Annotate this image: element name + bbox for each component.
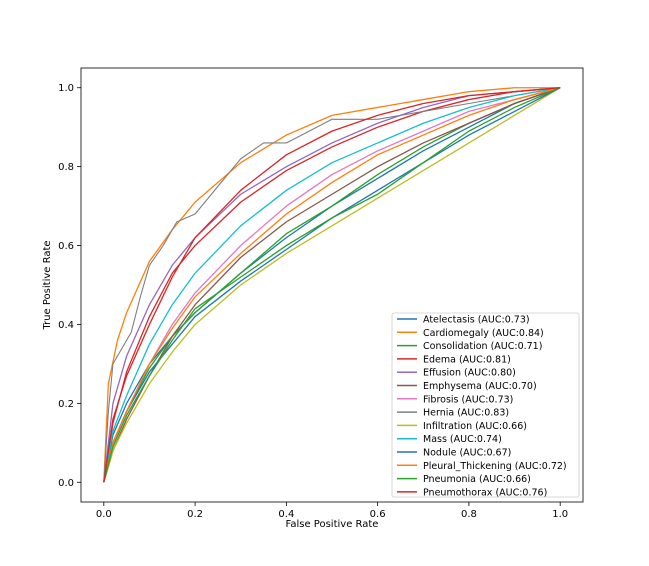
series-line-hernia [103, 87, 561, 483]
legend-label: Edema (AUC:0.81) [423, 354, 511, 365]
series-line-cardiomegaly [103, 87, 561, 483]
y-axis-title: True Positive Rate [42, 240, 53, 330]
series-line-pneumonia [103, 87, 561, 483]
series-line-infiltration [103, 87, 561, 483]
y-tick-label: 0.6 [58, 241, 74, 252]
y-tick-label: 0.2 [58, 399, 74, 410]
legend-label: Nodule (AUC:0.67) [423, 448, 511, 459]
legend-label: Consolidation (AUC:0.71) [423, 341, 542, 352]
series-line-emphysema [103, 87, 561, 483]
x-axis-ticks: 0.0 0.2 0.4 0.6 0.8 1.0 [96, 502, 568, 520]
legend-label: Infiltration (AUC:0.66) [423, 421, 527, 432]
legend-box [391, 312, 580, 498]
x-tick-label: 1.0 [552, 509, 568, 520]
axes-frame [80, 67, 584, 503]
y-tick-label: 0.4 [58, 320, 74, 331]
legend-label: Mass (AUC:0.74) [423, 434, 502, 445]
y-tick-label: 0.8 [58, 162, 74, 173]
series-line-pleural-thickening [103, 87, 561, 483]
legend-label: Effusion (AUC:0.80) [423, 368, 516, 379]
legend-label: Cardiomegaly (AUC:0.84) [423, 328, 544, 339]
legend-items: Atelectasis (AUC:0.73) Cardiomegaly (AUC:… [397, 315, 567, 498]
series-line-atelectasis [103, 87, 561, 483]
legend-label: Hernia (AUC:0.83) [423, 408, 509, 419]
legend-label: Pneumothorax (AUC:0.76) [423, 487, 547, 498]
x-tick-label: 0.0 [96, 509, 112, 520]
y-tick-label: 1.0 [58, 83, 74, 94]
x-axis-title: False Positive Rate [286, 519, 379, 530]
series-line-edema [103, 87, 561, 483]
x-tick-label: 0.8 [461, 509, 477, 520]
x-tick-label: 0.6 [370, 509, 386, 520]
legend-label: Pleural_Thickening (AUC:0.72) [423, 461, 567, 472]
series-line-pneumothorax [103, 87, 561, 483]
x-tick-label: 0.4 [278, 509, 294, 520]
plot-area: 0.0 0.2 0.4 0.6 0.8 1.0 0.0 0.2 0.4 0.6 0.8 1.0 [58, 67, 584, 520]
y-tick-label: 0.0 [58, 478, 74, 489]
legend: Atelectasis (AUC:0.73) Cardiomegaly (AUC:… [391, 312, 580, 498]
legend-label: Pneumonia (AUC:0.66) [423, 474, 531, 485]
y-axis-ticks: 0.0 0.2 0.4 0.6 0.8 1.0 [58, 83, 81, 489]
legend-label: Fibrosis (AUC:0.73) [423, 394, 513, 405]
legend-label: Atelectasis (AUC:0.73) [423, 315, 530, 326]
series-line-mass [103, 87, 561, 483]
x-tick-label: 0.2 [187, 509, 203, 520]
legend-label: Emphysema (AUC:0.70) [423, 381, 537, 392]
series-layer [103, 87, 561, 483]
